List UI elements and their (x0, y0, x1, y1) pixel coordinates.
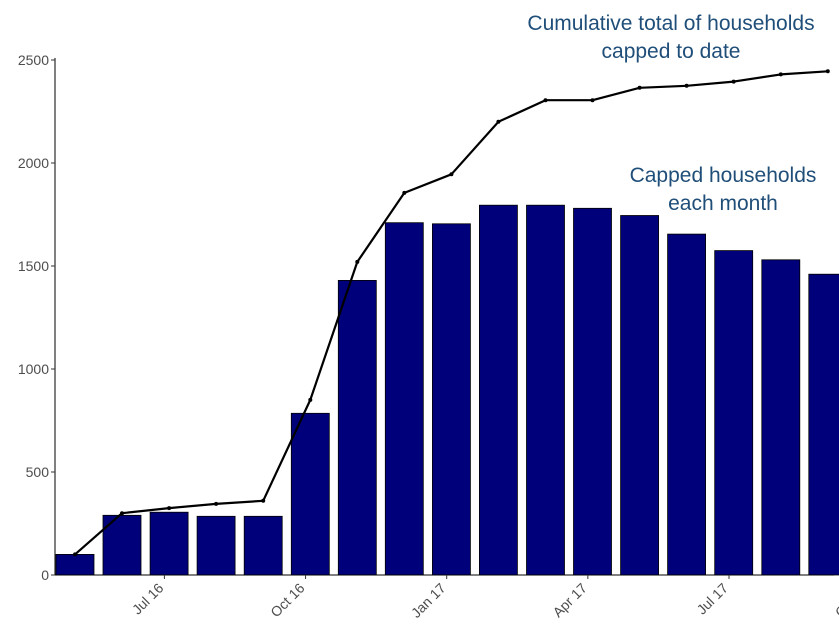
cumulative-point-may-17 (637, 85, 642, 90)
x-tick-label: Oct 17 (832, 580, 839, 621)
cumulative-point-aug-17 (778, 72, 783, 77)
bar-jul-17 (714, 250, 754, 576)
x-tick-label: Jul 16 (129, 580, 167, 618)
annotation-monthly: Capped households each month (612, 162, 834, 218)
bar-may-16 (55, 554, 95, 576)
y-tick-label: 500 (26, 464, 50, 480)
cumulative-point-sep-16 (261, 498, 266, 503)
annotation-monthly-line-1: Capped households (629, 164, 817, 187)
cumulative-point-sep-17 (825, 69, 830, 74)
annotation-cumulative: Cumulative total of households capped to… (505, 10, 837, 66)
x-tick-label: Oct 16 (267, 580, 308, 621)
bar-sep-17 (808, 273, 839, 576)
cumulative-point-jan-17 (449, 172, 454, 177)
bar-jul-16 (149, 511, 189, 576)
bar-nov-16 (337, 279, 377, 576)
cumulative-line-group (73, 69, 830, 557)
cumulative-point-may-16 (73, 552, 77, 557)
bars-group (55, 204, 839, 576)
bar-oct-16 (290, 412, 330, 576)
bar-may-17 (620, 215, 659, 576)
bar-jun-17 (667, 233, 706, 576)
x-tick-label: Jan 17 (408, 580, 449, 621)
cumulative-point-oct-16 (308, 397, 313, 402)
annotation-cumulative-line-1: Cumulative total of households (527, 12, 815, 35)
y-tick-label: 1000 (18, 361, 49, 377)
cumulative-point-jun-16 (120, 511, 124, 516)
cumulative-point-mar-17 (543, 98, 548, 103)
y-tick-label: 2500 (18, 52, 49, 68)
cumulative-point-jul-16 (167, 506, 172, 511)
y-tick-label: 1500 (18, 258, 49, 274)
bar-dec-16 (384, 222, 424, 576)
cumulative-point-nov-16 (355, 259, 360, 264)
x-tick-label: Apr 17 (549, 580, 590, 621)
cumulative-point-dec-16 (402, 190, 407, 195)
bar-aug-17 (761, 259, 801, 576)
bar-jan-17 (431, 223, 471, 576)
annotation-monthly-line-2: each month (668, 192, 778, 215)
bar-aug-16 (196, 515, 236, 576)
bar-apr-17 (573, 207, 612, 576)
cumulative-point-apr-17 (590, 98, 595, 103)
annotation-cumulative-line-2: capped to date (601, 40, 741, 63)
y-tick-label: 0 (41, 567, 49, 583)
cumulative-point-jun-17 (684, 83, 689, 88)
cumulative-point-feb-17 (496, 119, 501, 124)
y-tick-label: 2000 (18, 155, 49, 171)
x-tick-label: Jul 17 (693, 580, 731, 618)
cumulative-point-jul-17 (731, 79, 736, 84)
bar-feb-17 (478, 204, 518, 576)
bar-sep-16 (243, 515, 283, 576)
cumulative-point-aug-16 (214, 501, 219, 506)
bar-mar-17 (526, 204, 565, 576)
